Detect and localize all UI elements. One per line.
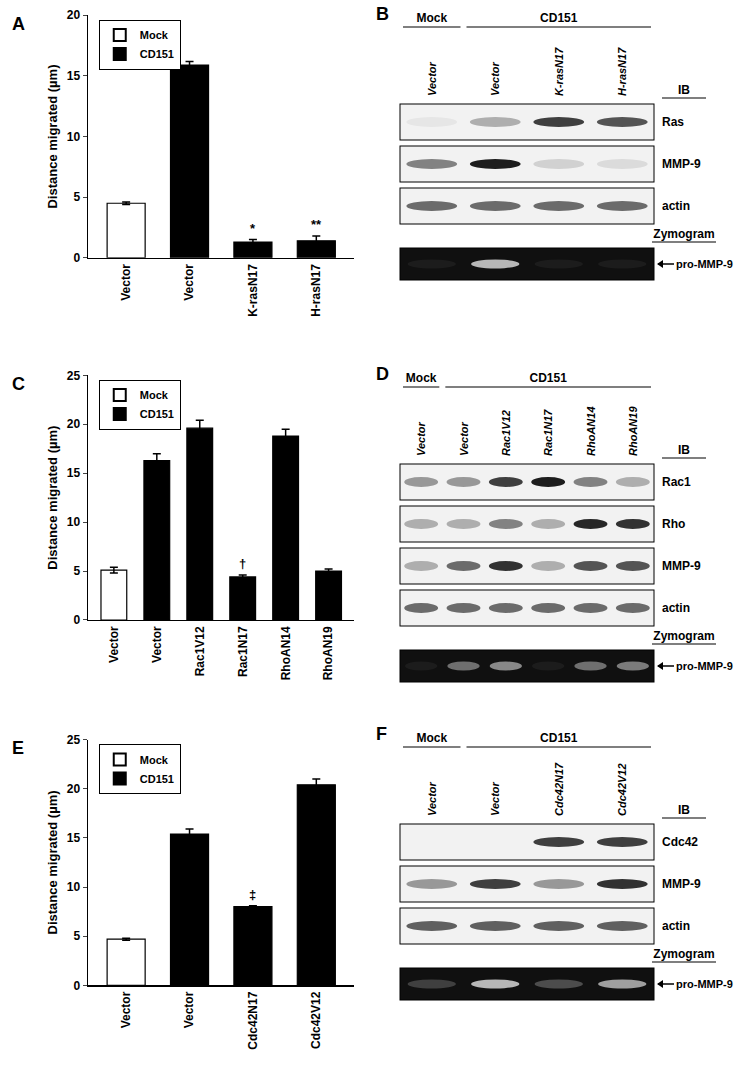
- svg-text:Vector: Vector: [489, 781, 501, 816]
- svg-text:H-rasN17: H-rasN17: [616, 47, 628, 96]
- svg-text:Rac1N17: Rac1N17: [542, 409, 554, 456]
- svg-text:actin: actin: [662, 199, 690, 213]
- svg-text:IB: IB: [678, 443, 690, 457]
- svg-text:CD151: CD151: [140, 773, 174, 785]
- svg-text:Vector: Vector: [489, 61, 501, 96]
- svg-text:15: 15: [67, 69, 81, 83]
- svg-text:Vector: Vector: [415, 421, 427, 456]
- svg-text:CD151: CD151: [540, 11, 578, 25]
- svg-text:0: 0: [74, 251, 81, 265]
- svg-text:Rac1: Rac1: [662, 475, 691, 489]
- svg-text:5: 5: [74, 929, 81, 943]
- svg-text:RhoAN19: RhoAN19: [321, 626, 335, 680]
- svg-text:MMP-9: MMP-9: [662, 877, 701, 891]
- svg-text:B: B: [376, 4, 389, 24]
- svg-text:Distance migrated (µm): Distance migrated (µm): [45, 426, 60, 570]
- svg-text:20: 20: [67, 417, 81, 431]
- svg-text:Rac1N17: Rac1N17: [236, 626, 250, 677]
- svg-text:20: 20: [67, 8, 81, 22]
- svg-text:pro-MMP-9: pro-MMP-9: [676, 660, 733, 672]
- svg-text:K-rasN17: K-rasN17: [553, 47, 565, 96]
- svg-text:Vector: Vector: [458, 421, 470, 456]
- svg-text:Ras: Ras: [662, 115, 684, 129]
- svg-text:Cdc42N17: Cdc42N17: [246, 991, 260, 1049]
- svg-text:**: **: [311, 217, 322, 232]
- svg-text:5: 5: [74, 190, 81, 204]
- svg-text:RhoAN14: RhoAN14: [585, 406, 597, 456]
- svg-text:RhoAN19: RhoAN19: [627, 406, 639, 456]
- svg-text:pro-MMP-9: pro-MMP-9: [676, 978, 733, 990]
- svg-text:0: 0: [74, 979, 81, 993]
- svg-text:Vector: Vector: [182, 264, 196, 301]
- svg-text:Vector: Vector: [426, 61, 438, 96]
- svg-text:Zymogram: Zymogram: [653, 629, 714, 643]
- svg-text:Cdc42V12: Cdc42V12: [616, 763, 628, 816]
- svg-text:0: 0: [74, 613, 81, 627]
- svg-text:IB: IB: [678, 83, 690, 97]
- svg-text:CD151: CD151: [529, 371, 567, 385]
- svg-text:Mock: Mock: [416, 11, 447, 25]
- svg-text:Cdc42V12: Cdc42V12: [309, 991, 323, 1049]
- svg-text:Mock: Mock: [140, 389, 169, 401]
- svg-text:D: D: [376, 364, 389, 384]
- svg-text:A: A: [12, 14, 25, 34]
- svg-text:Rac1V12: Rac1V12: [193, 626, 207, 676]
- svg-text:actin: actin: [662, 919, 690, 933]
- svg-text:Zymogram: Zymogram: [653, 947, 714, 961]
- svg-text:10: 10: [67, 880, 81, 894]
- svg-text:F: F: [376, 724, 387, 744]
- svg-text:CD151: CD151: [140, 408, 174, 420]
- svg-text:H-rasN17: H-rasN17: [309, 264, 323, 317]
- svg-text:15: 15: [67, 831, 81, 845]
- svg-text:E: E: [12, 738, 24, 758]
- svg-text:Vector: Vector: [119, 991, 133, 1028]
- svg-text:†: †: [239, 556, 246, 571]
- svg-text:20: 20: [67, 782, 81, 796]
- svg-text:10: 10: [67, 130, 81, 144]
- svg-text:Cdc42: Cdc42: [662, 835, 698, 849]
- svg-text:Vector: Vector: [150, 626, 164, 663]
- svg-text:15: 15: [67, 466, 81, 480]
- svg-text:‡: ‡: [249, 887, 256, 902]
- svg-text:MMP-9: MMP-9: [662, 157, 701, 171]
- svg-text:IB: IB: [678, 803, 690, 817]
- svg-text:10: 10: [67, 515, 81, 529]
- svg-text:Vector: Vector: [182, 991, 196, 1028]
- svg-text:Distance migrated (µm): Distance migrated (µm): [45, 65, 60, 209]
- svg-text:K-rasN17: K-rasN17: [246, 264, 260, 317]
- svg-text:Rac1V12: Rac1V12: [500, 410, 512, 456]
- svg-text:*: *: [250, 221, 256, 236]
- svg-text:Vector: Vector: [426, 781, 438, 816]
- svg-text:MMP-9: MMP-9: [662, 559, 701, 573]
- svg-text:25: 25: [67, 733, 81, 747]
- svg-text:RhoAN14: RhoAN14: [279, 626, 293, 680]
- svg-text:Rho: Rho: [662, 517, 685, 531]
- svg-text:actin: actin: [662, 601, 690, 615]
- svg-text:25: 25: [67, 369, 81, 383]
- svg-text:Cdc42N17: Cdc42N17: [553, 762, 565, 816]
- svg-text:Vector: Vector: [107, 626, 121, 663]
- svg-text:CD151: CD151: [140, 48, 174, 60]
- svg-text:Vector: Vector: [119, 264, 133, 301]
- svg-text:C: C: [12, 374, 25, 394]
- svg-text:Zymogram: Zymogram: [653, 227, 714, 241]
- svg-text:5: 5: [74, 564, 81, 578]
- svg-text:pro-MMP-9: pro-MMP-9: [676, 258, 733, 270]
- svg-text:Distance migrated (µm): Distance migrated (µm): [45, 790, 60, 934]
- svg-text:Mock: Mock: [416, 731, 447, 745]
- svg-text:Mock: Mock: [140, 29, 169, 41]
- svg-text:Mock: Mock: [406, 371, 437, 385]
- svg-text:CD151: CD151: [540, 731, 578, 745]
- svg-text:Mock: Mock: [140, 754, 169, 766]
